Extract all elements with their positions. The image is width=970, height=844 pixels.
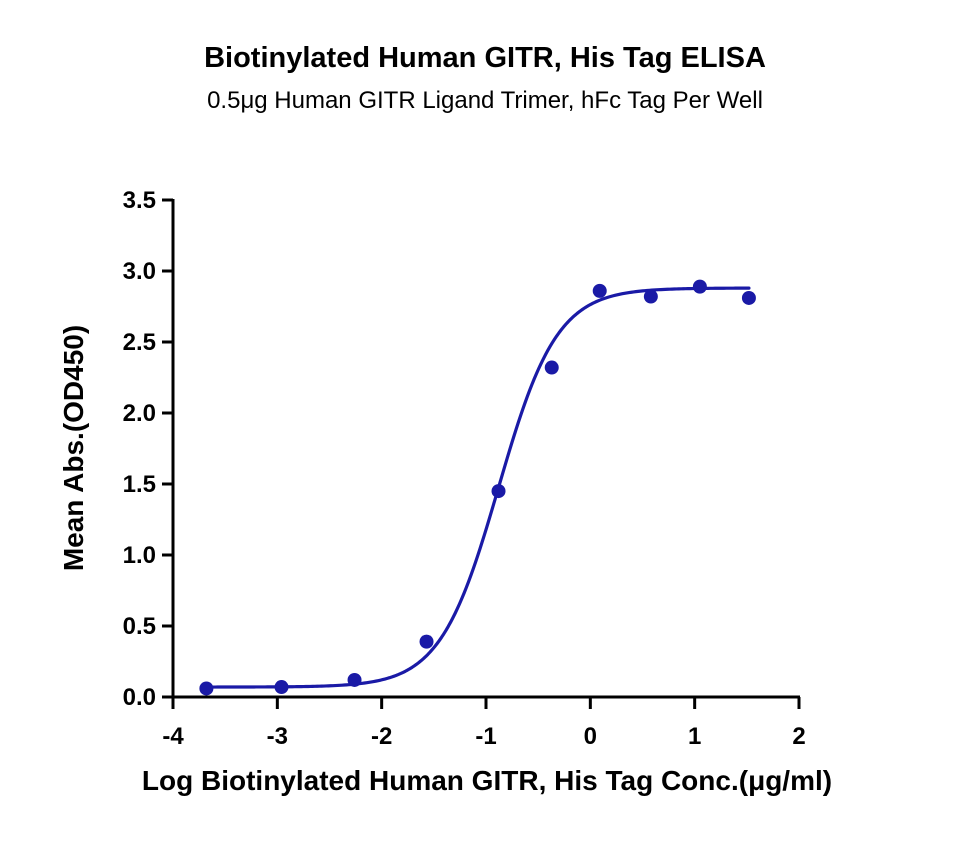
- x-axis-label: Log Biotinylated Human GITR, His Tag Con…: [142, 765, 832, 796]
- data-point: [199, 681, 214, 696]
- y-tick-label: 3.0: [123, 258, 156, 285]
- data-points: [199, 279, 756, 696]
- x-tick-label: -3: [267, 723, 288, 750]
- data-point: [274, 680, 289, 695]
- chart-title: Biotinylated Human GITR, His Tag ELISA: [204, 42, 766, 74]
- fit-curve-group: [204, 286, 751, 689]
- chart-subtitle: 0.5μg Human GITR Ligand Trimer, hFc Tag …: [207, 87, 763, 114]
- y-tick-label: 1.5: [123, 471, 156, 498]
- x-tick-label: -2: [371, 723, 392, 750]
- data-point: [544, 360, 559, 375]
- y-tick-label: 2.0: [123, 400, 156, 427]
- data-point: [419, 634, 434, 649]
- x-tick-label: -4: [162, 723, 184, 750]
- axes: 0.0 0.5 1.0 1.5 2.0 2.5 3.0 3.5 -4 -3 -2 -1 0 1 2: [123, 187, 806, 750]
- x-tick-label: 2: [792, 723, 805, 750]
- fit-curve-line: [204, 286, 751, 689]
- data-point: [692, 279, 707, 294]
- y-tick-label: 1.0: [123, 542, 156, 569]
- data-point: [643, 289, 658, 304]
- x-tick-label: 0: [584, 723, 597, 750]
- y-tick-label: 0.5: [123, 613, 156, 640]
- data-point: [741, 290, 756, 305]
- y-tick-label: 3.5: [123, 187, 156, 214]
- data-point: [592, 283, 607, 298]
- y-axis-label: Mean Abs.(OD450): [58, 325, 89, 571]
- data-point: [347, 672, 362, 687]
- y-tick-label: 2.5: [123, 329, 156, 356]
- data-point: [491, 484, 506, 499]
- x-tick-label: -1: [475, 723, 496, 750]
- y-tick-label: 0.0: [123, 684, 156, 711]
- x-tick-label: 1: [688, 723, 701, 750]
